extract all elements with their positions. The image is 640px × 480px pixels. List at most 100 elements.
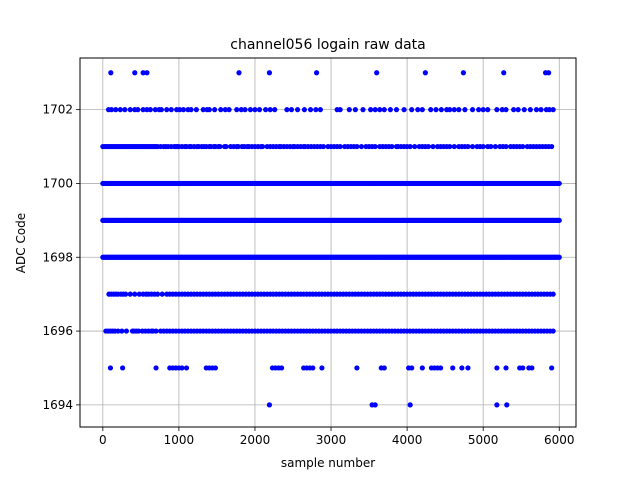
data-point [374, 70, 380, 76]
data-point [278, 365, 285, 371]
data-point [212, 107, 218, 113]
y-axis-ticks: 1694 1696 1698 1700 1702 [42, 103, 80, 412]
data-point [460, 70, 467, 76]
data-point [153, 365, 159, 371]
data-point [107, 365, 114, 371]
data-point [480, 107, 486, 113]
data-point [372, 143, 378, 150]
data-point [462, 107, 468, 113]
data-point [136, 291, 142, 297]
data-point [425, 143, 432, 150]
x-tick-label: 6000 [544, 433, 575, 447]
data-point [127, 291, 133, 297]
data-point [503, 365, 509, 371]
data-point [223, 143, 229, 150]
data-point [310, 365, 316, 371]
data-point [499, 107, 505, 113]
data-point [501, 70, 507, 76]
data-point [238, 107, 244, 113]
data-point [313, 107, 319, 113]
data-point [415, 107, 421, 113]
data-point [459, 365, 465, 371]
x-axis-ticks: 0 1000 2000 3000 4000 5000 6000 [99, 427, 575, 447]
data-point [407, 402, 413, 408]
data-point [372, 402, 378, 408]
data-point [393, 107, 400, 113]
data-point [140, 70, 146, 76]
data-point [451, 107, 457, 113]
plot-frame [79, 57, 577, 428]
data-point [217, 143, 223, 150]
data-point [494, 365, 500, 371]
data-point [236, 70, 242, 76]
data-point [337, 143, 343, 150]
data-point [320, 143, 327, 150]
data-point [447, 143, 453, 150]
data-point [368, 107, 374, 113]
data-point [132, 291, 138, 297]
data-point [494, 107, 500, 113]
y-tick-label: 1694 [42, 398, 73, 412]
data-point [529, 365, 535, 371]
data-point [546, 107, 552, 113]
data-point [337, 107, 343, 113]
data-point [132, 70, 138, 76]
data-point [511, 107, 517, 113]
data-point [503, 143, 509, 150]
data-point [301, 107, 308, 113]
y-tick-label: 1700 [42, 176, 73, 190]
data-point [352, 107, 358, 113]
data-point [266, 70, 273, 76]
data-point [465, 143, 471, 150]
data-point [433, 107, 439, 113]
data-point [234, 107, 240, 113]
data-point [409, 107, 415, 113]
data-point [480, 143, 486, 150]
data-point [135, 107, 141, 113]
data-point [266, 402, 273, 408]
data-point [485, 107, 491, 113]
data-point [401, 107, 407, 113]
data-point [377, 107, 383, 113]
data-point [226, 107, 232, 113]
data-point [550, 107, 556, 113]
data-point [409, 365, 415, 371]
data-point [158, 107, 164, 113]
data-point [456, 107, 462, 113]
data-point [294, 107, 301, 113]
data-point [488, 143, 494, 150]
data-point [533, 107, 540, 113]
data-point [313, 70, 320, 76]
data-point [469, 143, 476, 150]
data-point [242, 107, 248, 113]
data-point [428, 107, 434, 113]
data-point [179, 365, 185, 371]
data-point [123, 328, 130, 334]
data-point [407, 143, 413, 150]
data-point [267, 107, 273, 113]
x-tick-label: 3000 [316, 433, 347, 447]
data-point [307, 107, 314, 113]
data-point [127, 107, 133, 113]
x-tick-label: 4000 [392, 433, 423, 447]
data-point [422, 70, 428, 76]
data-point [387, 107, 393, 113]
data-point [144, 70, 150, 76]
data-point [556, 217, 562, 223]
data-point [117, 107, 123, 113]
data-point [465, 365, 471, 371]
data-point [538, 107, 544, 113]
data-point [438, 107, 444, 113]
data-point [193, 107, 199, 113]
data-point [520, 143, 526, 150]
data-point [419, 107, 425, 113]
data-point [354, 365, 360, 371]
data-point [218, 107, 224, 113]
data-point [546, 70, 552, 76]
data-point [206, 107, 212, 113]
grid-lines [80, 58, 576, 427]
data-point [222, 107, 228, 113]
data-point [556, 254, 562, 260]
data-point [272, 107, 278, 113]
data-point [200, 107, 206, 113]
